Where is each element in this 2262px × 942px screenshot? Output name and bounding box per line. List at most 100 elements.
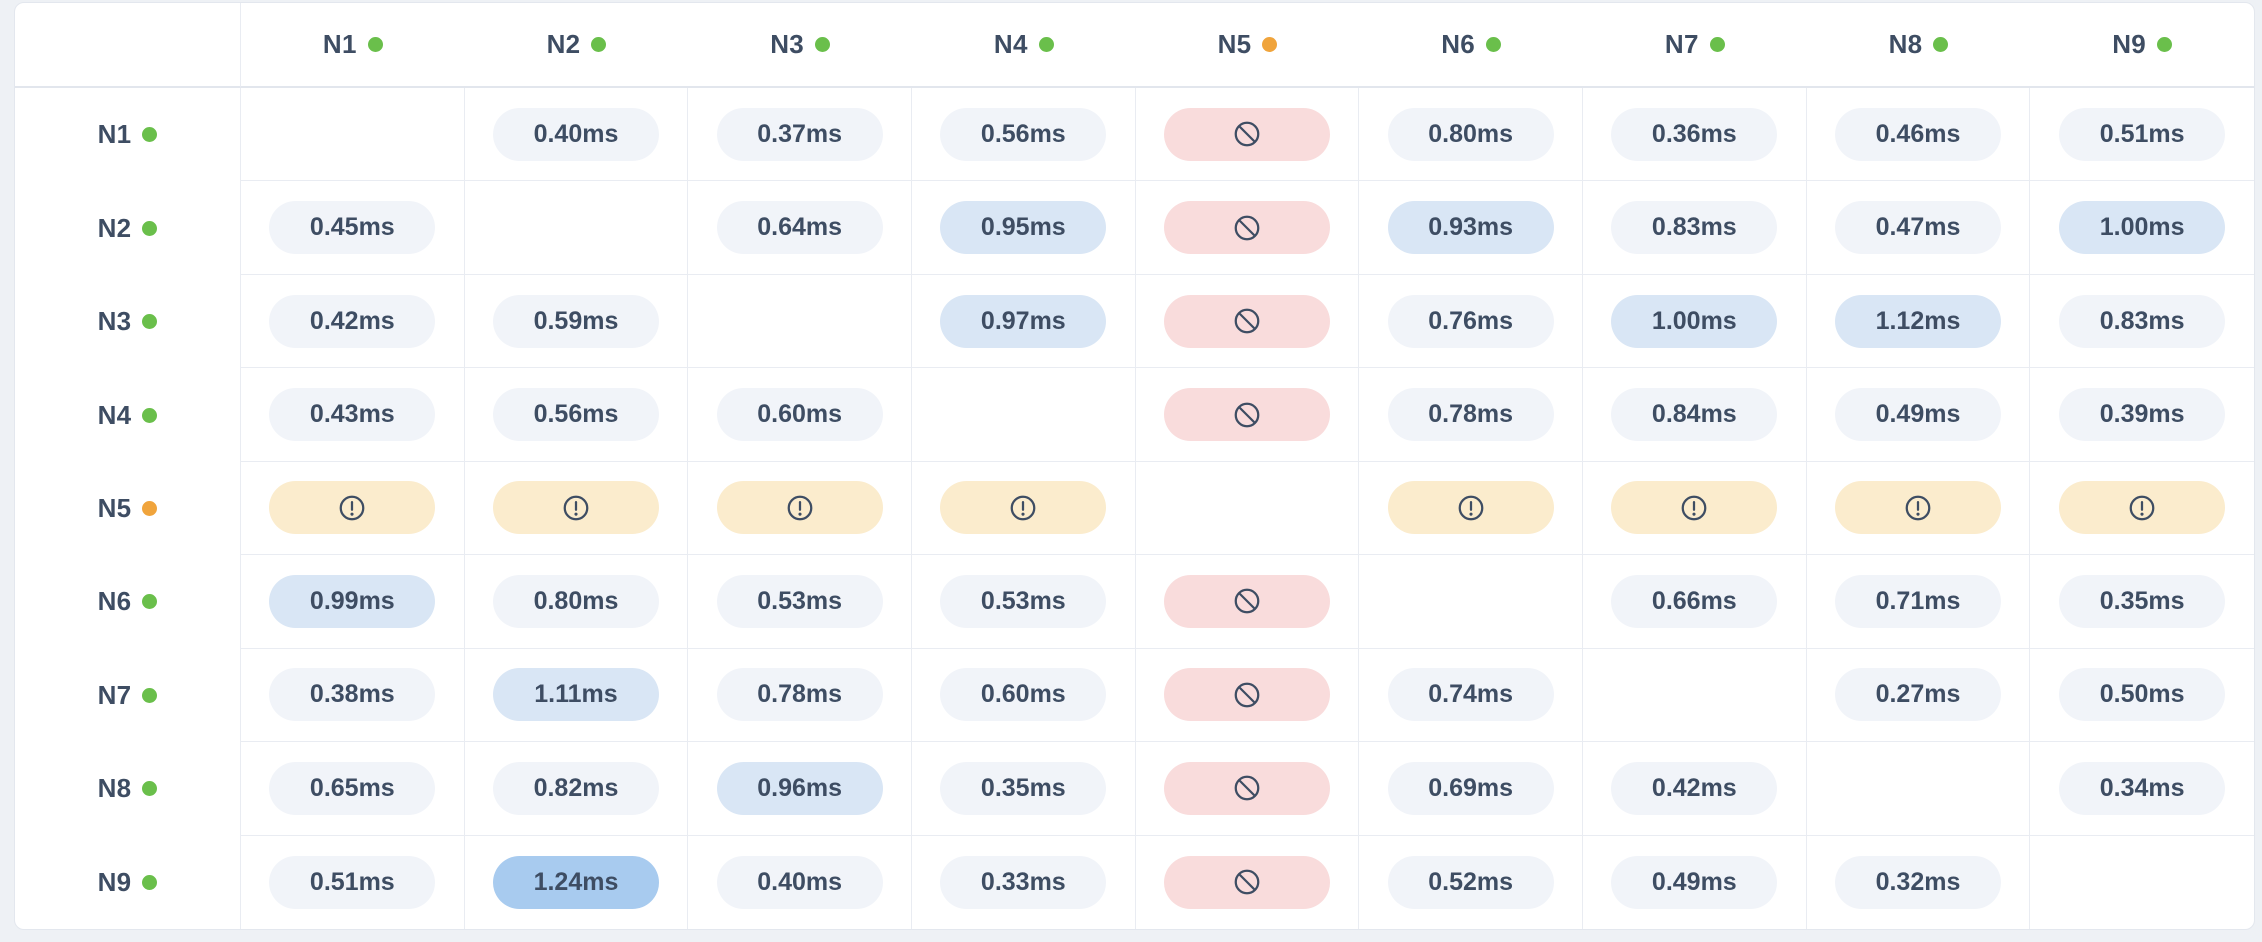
warning-pill-N5-N7[interactable] <box>1611 481 1778 535</box>
column-header-N2: N2 <box>464 3 689 88</box>
no-entry-icon <box>1234 308 1260 334</box>
blocked-pill-N6-N5[interactable] <box>1163 574 1330 628</box>
latency-pill-N6-N8[interactable]: 0.71ms <box>1834 574 2001 628</box>
blocked-pill-N8-N5[interactable] <box>1163 761 1330 815</box>
latency-pill-N3-N2[interactable]: 0.59ms <box>492 294 659 348</box>
blocked-pill-N4-N5[interactable] <box>1163 388 1330 442</box>
latency-pill-N3-N1[interactable]: 0.42ms <box>269 294 436 348</box>
latency-pill-N7-N2[interactable]: 1.11ms <box>492 668 659 722</box>
matrix-cell-N4-N5 <box>1135 368 1360 462</box>
column-header-label: N1 <box>322 29 357 59</box>
latency-pill-N3-N4[interactable]: 0.97ms <box>940 294 1107 348</box>
blocked-pill-N7-N5[interactable] <box>1163 668 1330 722</box>
latency-pill-N2-N6[interactable]: 0.93ms <box>1387 201 1554 255</box>
latency-pill-N2-N7[interactable]: 0.83ms <box>1611 201 1778 255</box>
latency-pill-N7-N1[interactable]: 0.38ms <box>269 668 436 722</box>
matrix-cell-N1-N3: 0.37ms <box>688 88 912 182</box>
latency-pill-N1-N9[interactable]: 0.51ms <box>2059 107 2226 161</box>
latency-pill-N9-N2[interactable]: 1.24ms <box>492 855 659 909</box>
latency-pill-N4-N1[interactable]: 0.43ms <box>269 388 436 442</box>
matrix-cell-N5-N8 <box>1806 461 2031 556</box>
latency-pill-N2-N1[interactable]: 0.45ms <box>269 201 436 255</box>
latency-pill-N9-N1[interactable]: 0.51ms <box>269 855 436 909</box>
latency-pill-N7-N8[interactable]: 0.27ms <box>1834 668 2001 722</box>
latency-pill-N9-N4[interactable]: 0.33ms <box>940 855 1107 909</box>
latency-pill-N3-N9[interactable]: 0.83ms <box>2059 294 2226 348</box>
latency-pill-N8-N4[interactable]: 0.35ms <box>940 761 1107 815</box>
warning-pill-N5-N8[interactable] <box>1834 481 2001 535</box>
latency-pill-N8-N1[interactable]: 0.65ms <box>269 761 436 815</box>
latency-pill-N9-N7[interactable]: 0.49ms <box>1611 855 1778 909</box>
no-entry-icon <box>1234 589 1260 614</box>
latency-pill-N8-N3[interactable]: 0.96ms <box>716 761 883 815</box>
matrix-cell-N4-N9: 0.39ms <box>2030 368 2254 462</box>
latency-pill-N6-N1[interactable]: 0.99ms <box>269 574 436 628</box>
latency-pill-N7-N9[interactable]: 0.50ms <box>2059 668 2226 722</box>
matrix-cell-N6-N7: 0.66ms <box>1583 555 1807 649</box>
warning-pill-N5-N3[interactable] <box>716 481 883 535</box>
matrix-cell-N7-N4: 0.60ms <box>912 648 1136 743</box>
latency-pill-N1-N2[interactable]: 0.40ms <box>492 107 659 161</box>
latency-pill-N3-N8[interactable]: 1.12ms <box>1834 294 2001 348</box>
latency-pill-N6-N4[interactable]: 0.53ms <box>940 574 1107 628</box>
status-dot-up <box>2157 37 2173 52</box>
latency-pill-N8-N7[interactable]: 0.42ms <box>1611 761 1778 815</box>
blocked-pill-N1-N5[interactable] <box>1163 107 1330 161</box>
latency-pill-N1-N4[interactable]: 0.56ms <box>940 107 1107 161</box>
column-header-N4: N4 <box>912 3 1136 88</box>
matrix-cell-N4-N4 <box>912 368 1136 462</box>
latency-pill-N6-N7[interactable]: 0.66ms <box>1611 574 1778 628</box>
alert-circle-icon <box>1010 495 1036 521</box>
matrix-cell-N3-N4: 0.97ms <box>912 274 1136 369</box>
latency-pill-N7-N4[interactable]: 0.60ms <box>940 668 1107 722</box>
row-header-label: N8 <box>97 773 132 804</box>
matrix-cell-N2-N9: 1.00ms <box>2030 181 2254 275</box>
latency-pill-N7-N6[interactable]: 0.74ms <box>1387 668 1554 722</box>
latency-pill-N9-N3[interactable]: 0.40ms <box>716 855 883 909</box>
latency-pill-N4-N3[interactable]: 0.60ms <box>716 388 883 442</box>
status-dot-up <box>142 220 158 236</box>
blocked-pill-N2-N5[interactable] <box>1163 201 1330 255</box>
latency-pill-N3-N6[interactable]: 0.76ms <box>1387 294 1554 348</box>
status-dot-up <box>142 781 158 797</box>
alert-circle-icon <box>563 495 589 521</box>
latency-pill-N6-N9[interactable]: 0.35ms <box>2059 574 2226 628</box>
latency-pill-N1-N7[interactable]: 0.36ms <box>1611 107 1778 161</box>
latency-pill-N4-N7[interactable]: 0.84ms <box>1611 388 1778 442</box>
row-header-N3: N3 <box>15 274 241 369</box>
latency-pill-N4-N6[interactable]: 0.78ms <box>1387 388 1554 442</box>
latency-pill-N4-N9[interactable]: 0.39ms <box>2059 388 2226 442</box>
latency-pill-N8-N9[interactable]: 0.34ms <box>2059 761 2226 815</box>
latency-pill-N8-N6[interactable]: 0.69ms <box>1387 761 1554 815</box>
warning-pill-N5-N6[interactable] <box>1387 481 1554 535</box>
latency-pill-N2-N3[interactable]: 0.64ms <box>716 201 883 255</box>
latency-pill-N7-N3[interactable]: 0.78ms <box>716 668 883 722</box>
latency-pill-N2-N8[interactable]: 0.47ms <box>1834 201 2001 255</box>
warning-pill-N5-N4[interactable] <box>940 481 1107 535</box>
warning-pill-N5-N9[interactable] <box>2059 481 2226 535</box>
latency-pill-N8-N2[interactable]: 0.82ms <box>492 761 659 815</box>
row-header-label: N4 <box>97 399 132 430</box>
blocked-pill-N9-N5[interactable] <box>1163 855 1330 909</box>
latency-pill-N6-N3[interactable]: 0.53ms <box>716 574 883 628</box>
latency-pill-N3-N7[interactable]: 1.00ms <box>1611 294 1778 348</box>
latency-pill-N4-N8[interactable]: 0.49ms <box>1834 388 2001 442</box>
latency-pill-N1-N6[interactable]: 0.80ms <box>1387 107 1554 161</box>
column-header-label: N8 <box>1888 29 1923 59</box>
latency-pill-N4-N2[interactable]: 0.56ms <box>492 388 659 442</box>
latency-pill-N2-N9[interactable]: 1.00ms <box>2059 201 2226 255</box>
column-header-N1: N1 <box>241 3 465 88</box>
latency-pill-N6-N2[interactable]: 0.80ms <box>492 574 659 628</box>
latency-pill-N9-N8[interactable]: 0.32ms <box>1834 855 2001 909</box>
status-dot-up <box>142 314 158 330</box>
latency-pill-N9-N6[interactable]: 0.52ms <box>1387 855 1554 909</box>
matrix-cell-N5-N6 <box>1359 461 1583 556</box>
latency-pill-N2-N4[interactable]: 0.95ms <box>940 201 1107 255</box>
latency-pill-N1-N8[interactable]: 0.46ms <box>1834 107 2001 161</box>
matrix-cell-N1-N5 <box>1135 88 1360 182</box>
warning-pill-N5-N1[interactable] <box>269 481 436 535</box>
warning-pill-N5-N2[interactable] <box>492 481 659 535</box>
matrix-cell-N5-N1 <box>241 461 465 556</box>
blocked-pill-N3-N5[interactable] <box>1163 294 1330 348</box>
latency-pill-N1-N3[interactable]: 0.37ms <box>716 107 883 161</box>
